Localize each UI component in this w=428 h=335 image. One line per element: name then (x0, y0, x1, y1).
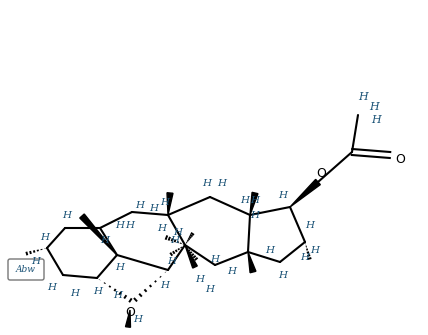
Text: H: H (369, 102, 379, 112)
Text: H: H (250, 210, 259, 219)
Text: H: H (160, 198, 169, 206)
Text: H: H (265, 246, 274, 255)
Text: H: H (358, 92, 368, 102)
Text: H: H (300, 254, 309, 263)
Polygon shape (185, 245, 197, 268)
Text: H: H (116, 220, 125, 229)
Polygon shape (167, 193, 173, 215)
Polygon shape (290, 179, 320, 207)
Text: O: O (395, 152, 405, 165)
FancyBboxPatch shape (8, 259, 44, 280)
Text: H: H (136, 201, 145, 209)
Text: O: O (316, 166, 326, 180)
Text: H: H (205, 285, 214, 294)
Text: H: H (71, 288, 80, 297)
Text: O: O (125, 306, 135, 319)
Text: H: H (48, 283, 56, 292)
Text: H: H (41, 232, 50, 242)
Text: Abw: Abw (16, 265, 36, 274)
Text: H: H (279, 270, 288, 279)
Text: H: H (170, 236, 179, 245)
Text: H: H (228, 268, 237, 276)
Text: H: H (134, 316, 143, 325)
Text: H: H (211, 256, 220, 265)
Polygon shape (248, 252, 256, 273)
Text: H: H (93, 287, 102, 296)
Text: H: H (310, 246, 319, 255)
Text: H: H (250, 196, 259, 204)
Text: H: H (32, 257, 41, 266)
Text: H: H (160, 280, 169, 289)
Polygon shape (125, 310, 131, 327)
Text: H: H (113, 290, 122, 299)
Text: H: H (125, 220, 134, 229)
Text: H: H (62, 210, 71, 219)
Polygon shape (80, 214, 117, 255)
Text: H: H (173, 227, 182, 237)
Polygon shape (250, 192, 258, 215)
Text: H: H (202, 179, 211, 188)
Text: H: H (241, 196, 250, 204)
Text: H: H (101, 236, 110, 245)
Text: H: H (167, 258, 176, 267)
Text: H: H (149, 203, 158, 212)
Text: H: H (279, 191, 288, 200)
Text: H: H (116, 264, 125, 272)
Text: H: H (158, 223, 166, 232)
Text: H: H (371, 115, 381, 125)
Text: H: H (217, 179, 226, 188)
Text: H: H (306, 220, 315, 229)
Text: H: H (196, 275, 205, 284)
